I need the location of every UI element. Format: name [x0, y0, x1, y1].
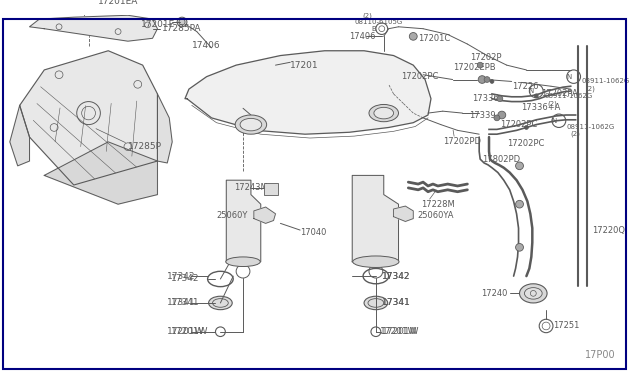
Ellipse shape [353, 256, 399, 267]
Text: 17202PC: 17202PC [401, 72, 439, 81]
Circle shape [177, 17, 187, 27]
Circle shape [494, 115, 500, 121]
Text: 17285P: 17285P [128, 142, 162, 151]
FancyBboxPatch shape [264, 183, 278, 195]
Text: (2): (2) [586, 86, 595, 92]
Circle shape [516, 244, 524, 251]
Text: 17228M: 17228M [421, 200, 455, 209]
Text: 17201: 17201 [291, 61, 319, 70]
Text: 17342: 17342 [167, 272, 196, 280]
Text: 17341: 17341 [167, 298, 196, 307]
Text: 17243M: 17243M [234, 183, 268, 192]
Text: N: N [566, 74, 572, 80]
Polygon shape [394, 206, 413, 221]
Text: 17341: 17341 [172, 298, 200, 307]
Ellipse shape [235, 115, 267, 134]
Text: 17285PA: 17285PA [163, 24, 202, 33]
Ellipse shape [520, 284, 547, 303]
Text: 17201E: 17201E [141, 20, 175, 29]
Circle shape [524, 126, 529, 129]
Text: 17201W: 17201W [167, 327, 205, 336]
Polygon shape [157, 94, 172, 163]
Text: 17202PA: 17202PA [541, 89, 578, 99]
Text: (2): (2) [362, 12, 372, 19]
Text: 17201W: 17201W [380, 327, 417, 336]
Text: 17240: 17240 [481, 289, 508, 298]
Circle shape [79, 0, 88, 10]
Text: 17202P: 17202P [470, 53, 502, 62]
Polygon shape [44, 142, 157, 204]
Text: 17226: 17226 [511, 82, 538, 91]
Text: 17202PD: 17202PD [443, 137, 481, 146]
Text: 17201W: 17201W [382, 327, 419, 336]
Text: B: B [372, 26, 376, 32]
Text: N: N [529, 88, 534, 94]
Polygon shape [10, 105, 29, 166]
Text: 17251: 17251 [553, 321, 579, 330]
Text: 08110-6105G: 08110-6105G [354, 19, 403, 25]
Circle shape [410, 32, 417, 40]
Circle shape [534, 94, 538, 98]
Circle shape [484, 77, 490, 83]
Text: 17341: 17341 [382, 298, 410, 307]
Polygon shape [352, 176, 399, 262]
Text: 17802PD: 17802PD [482, 155, 520, 164]
Ellipse shape [209, 296, 232, 310]
Polygon shape [20, 51, 157, 185]
Text: 25060Y: 25060Y [216, 211, 248, 220]
Text: 17202EPB: 17202EPB [452, 62, 495, 71]
Text: 17342: 17342 [382, 272, 410, 280]
Ellipse shape [374, 108, 394, 119]
Circle shape [497, 96, 503, 102]
Text: 17201EA: 17201EA [99, 0, 139, 6]
Text: (2): (2) [547, 100, 557, 107]
Text: 17220Q: 17220Q [593, 225, 625, 235]
Polygon shape [185, 51, 431, 134]
Text: 17202PC: 17202PC [507, 139, 544, 148]
Text: N: N [551, 118, 557, 124]
Ellipse shape [369, 105, 399, 122]
Text: 17201W: 17201W [172, 327, 209, 336]
Ellipse shape [226, 257, 260, 266]
Text: 17406: 17406 [349, 32, 376, 41]
Text: L7341: L7341 [382, 298, 410, 307]
Text: 17P00: 17P00 [586, 350, 616, 360]
Circle shape [498, 111, 506, 119]
Text: 17406: 17406 [192, 41, 221, 51]
Circle shape [478, 76, 486, 83]
Ellipse shape [524, 288, 542, 299]
Text: 17342: 17342 [172, 275, 200, 283]
Polygon shape [29, 15, 157, 41]
Text: 17040: 17040 [300, 228, 326, 237]
Circle shape [490, 80, 494, 83]
Ellipse shape [240, 118, 262, 131]
Text: 17336+A: 17336+A [522, 103, 561, 112]
Text: 17339: 17339 [469, 110, 496, 119]
Circle shape [516, 162, 524, 170]
Text: 08911-1062G: 08911-1062G [582, 78, 630, 84]
Text: 17342: 17342 [382, 272, 410, 280]
Text: 25060YA: 25060YA [417, 211, 454, 220]
Polygon shape [227, 180, 260, 262]
Circle shape [477, 62, 483, 68]
Text: 08911-1062G: 08911-1062G [567, 124, 615, 129]
Text: 17336: 17336 [472, 94, 499, 103]
Text: (2): (2) [571, 131, 580, 137]
Text: 17201C: 17201C [418, 34, 451, 43]
Text: 17202PC: 17202PC [500, 120, 537, 129]
Text: 08911-1062G: 08911-1062G [544, 93, 593, 99]
Ellipse shape [364, 296, 388, 310]
Circle shape [516, 201, 524, 208]
Polygon shape [254, 207, 275, 223]
